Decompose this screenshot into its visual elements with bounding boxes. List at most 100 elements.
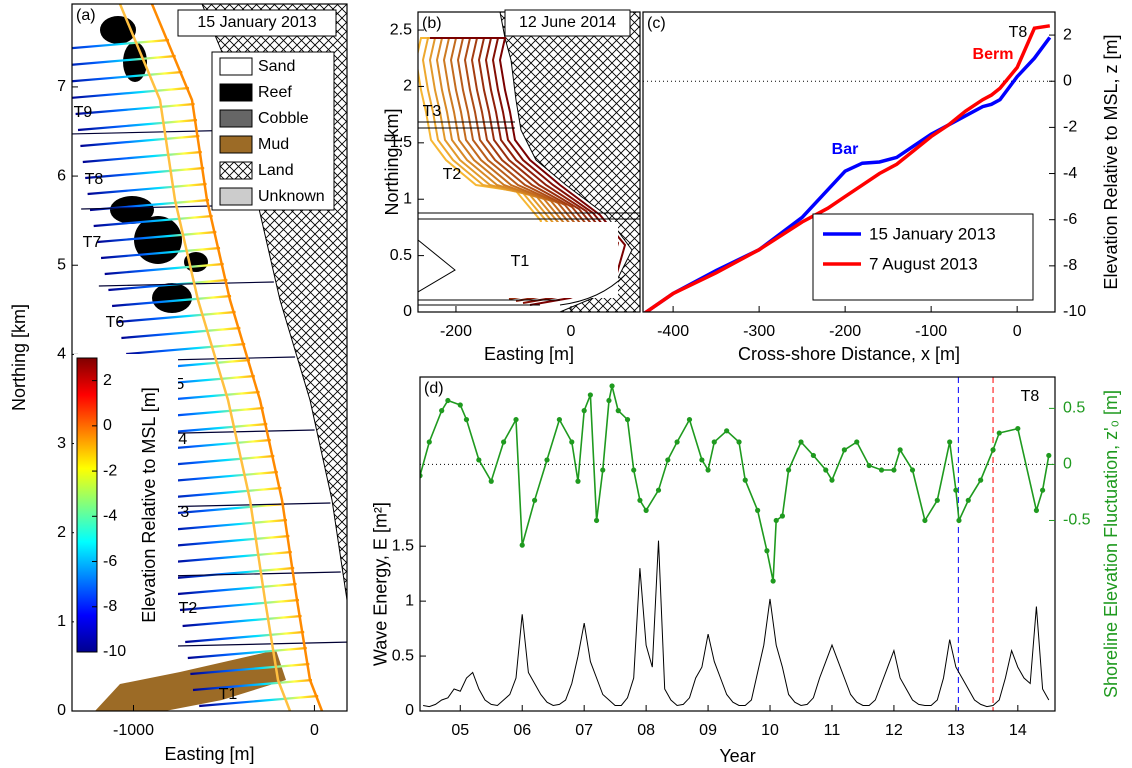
annotation: T8 [1009,24,1028,41]
transect-label: T2 [443,166,462,183]
shoreline-contour [150,4,324,711]
y-axis-label: Northing [km] [9,304,29,411]
series-point [575,478,581,484]
series-point [600,467,606,473]
series-line [420,385,1050,582]
y-tick-label: 2.5 [390,21,412,38]
transect [116,310,236,324]
series-point [786,467,792,473]
series-point [742,477,748,483]
series-point [1033,507,1040,513]
x-tick-label: 0 [1013,323,1022,340]
y2-tick-label: 0.5 [1063,400,1085,417]
panel-label: (b) [422,15,442,32]
series-point [755,507,761,513]
legend-swatch [219,109,253,128]
y-tick-label: 0 [1063,72,1072,89]
mud-area [95,650,286,711]
panel-title: 12 June 2014 [519,14,616,31]
series-point [978,477,984,483]
transect [170,534,290,548]
shoreline-contour [118,4,292,711]
reef-patch [134,216,182,264]
legend-swatch [219,57,253,76]
transect [80,134,200,148]
series-point [810,452,816,459]
series-point [764,548,770,554]
colorbar-tick-label: -10 [103,643,126,660]
y-tick-label: 0 [57,702,66,719]
colorbar-tick-label: -8 [103,598,117,615]
series-point [724,428,730,434]
panel-label: (d) [424,380,444,397]
y-tick-label: -8 [1063,257,1077,274]
y-tick-label: 3 [57,435,66,452]
series-point [798,439,804,445]
x-axis-label: Easting [m] [164,744,254,764]
y-tick-label: 1 [403,190,412,207]
series-point [956,517,962,524]
legend-swatch [219,187,253,206]
series-point [699,457,705,463]
series-point [445,397,451,404]
transect-boundary [98,281,274,287]
series-point [513,416,519,423]
transect [72,38,170,50]
x-axis-label: Year [719,746,755,766]
axes-frame [419,376,1056,712]
transect [158,470,278,484]
transect-label: T7 [83,234,102,251]
series-point [1046,452,1052,459]
legend-label: Unknown [258,188,325,205]
panel-title: 15 January 2013 [197,14,316,31]
series-point [878,467,885,473]
series-point [829,477,835,483]
legend-box [211,51,335,211]
y-tick-label: 1.5 [390,134,412,151]
colorbar-tick-label: 2 [103,372,112,389]
series-point [631,467,637,473]
series-point [593,517,600,524]
transect [87,182,207,196]
x-tick-label: 13 [947,722,965,739]
x-tick-label: -200 [829,323,861,340]
x-tick-label: 11 [824,722,841,739]
transect [72,86,190,99]
y-tick-label: -2 [1063,119,1077,136]
plot-area [420,377,1055,711]
series-point [665,457,671,463]
y-axis-label: Wave Energy, E [m²] [371,502,391,666]
transect-boundary [165,571,341,577]
transect [97,230,217,244]
x-tick-label: -300 [743,323,775,340]
x-tick-label: 0 [567,323,576,340]
series-point [934,497,940,503]
transect [192,678,313,692]
transect-label: T1 [511,253,530,270]
series-point [488,478,494,484]
series-point [866,462,872,469]
series-point [947,439,953,445]
series-point [897,447,903,453]
x-tick-label: 05 [451,722,469,739]
y-tick-label: 6 [57,167,66,184]
transect [85,166,205,180]
transect-boundary [176,641,347,647]
x-tick-label: 12 [885,722,903,739]
transect [182,614,302,628]
series-point [519,542,525,548]
y-tick-label: 1 [405,592,414,609]
series-point [544,457,550,463]
transect [126,342,246,356]
series-point [556,416,562,423]
colorbar-tick-label: -4 [103,508,117,525]
series-point [953,487,959,493]
y2-tick-label: -0.5 [1063,512,1091,529]
legend-label: Mud [258,136,289,153]
series-point [1015,425,1021,432]
series-point [711,439,717,445]
transect [72,54,176,66]
series-line [643,24,1051,312]
y2-tick-label: 0 [1063,456,1072,473]
